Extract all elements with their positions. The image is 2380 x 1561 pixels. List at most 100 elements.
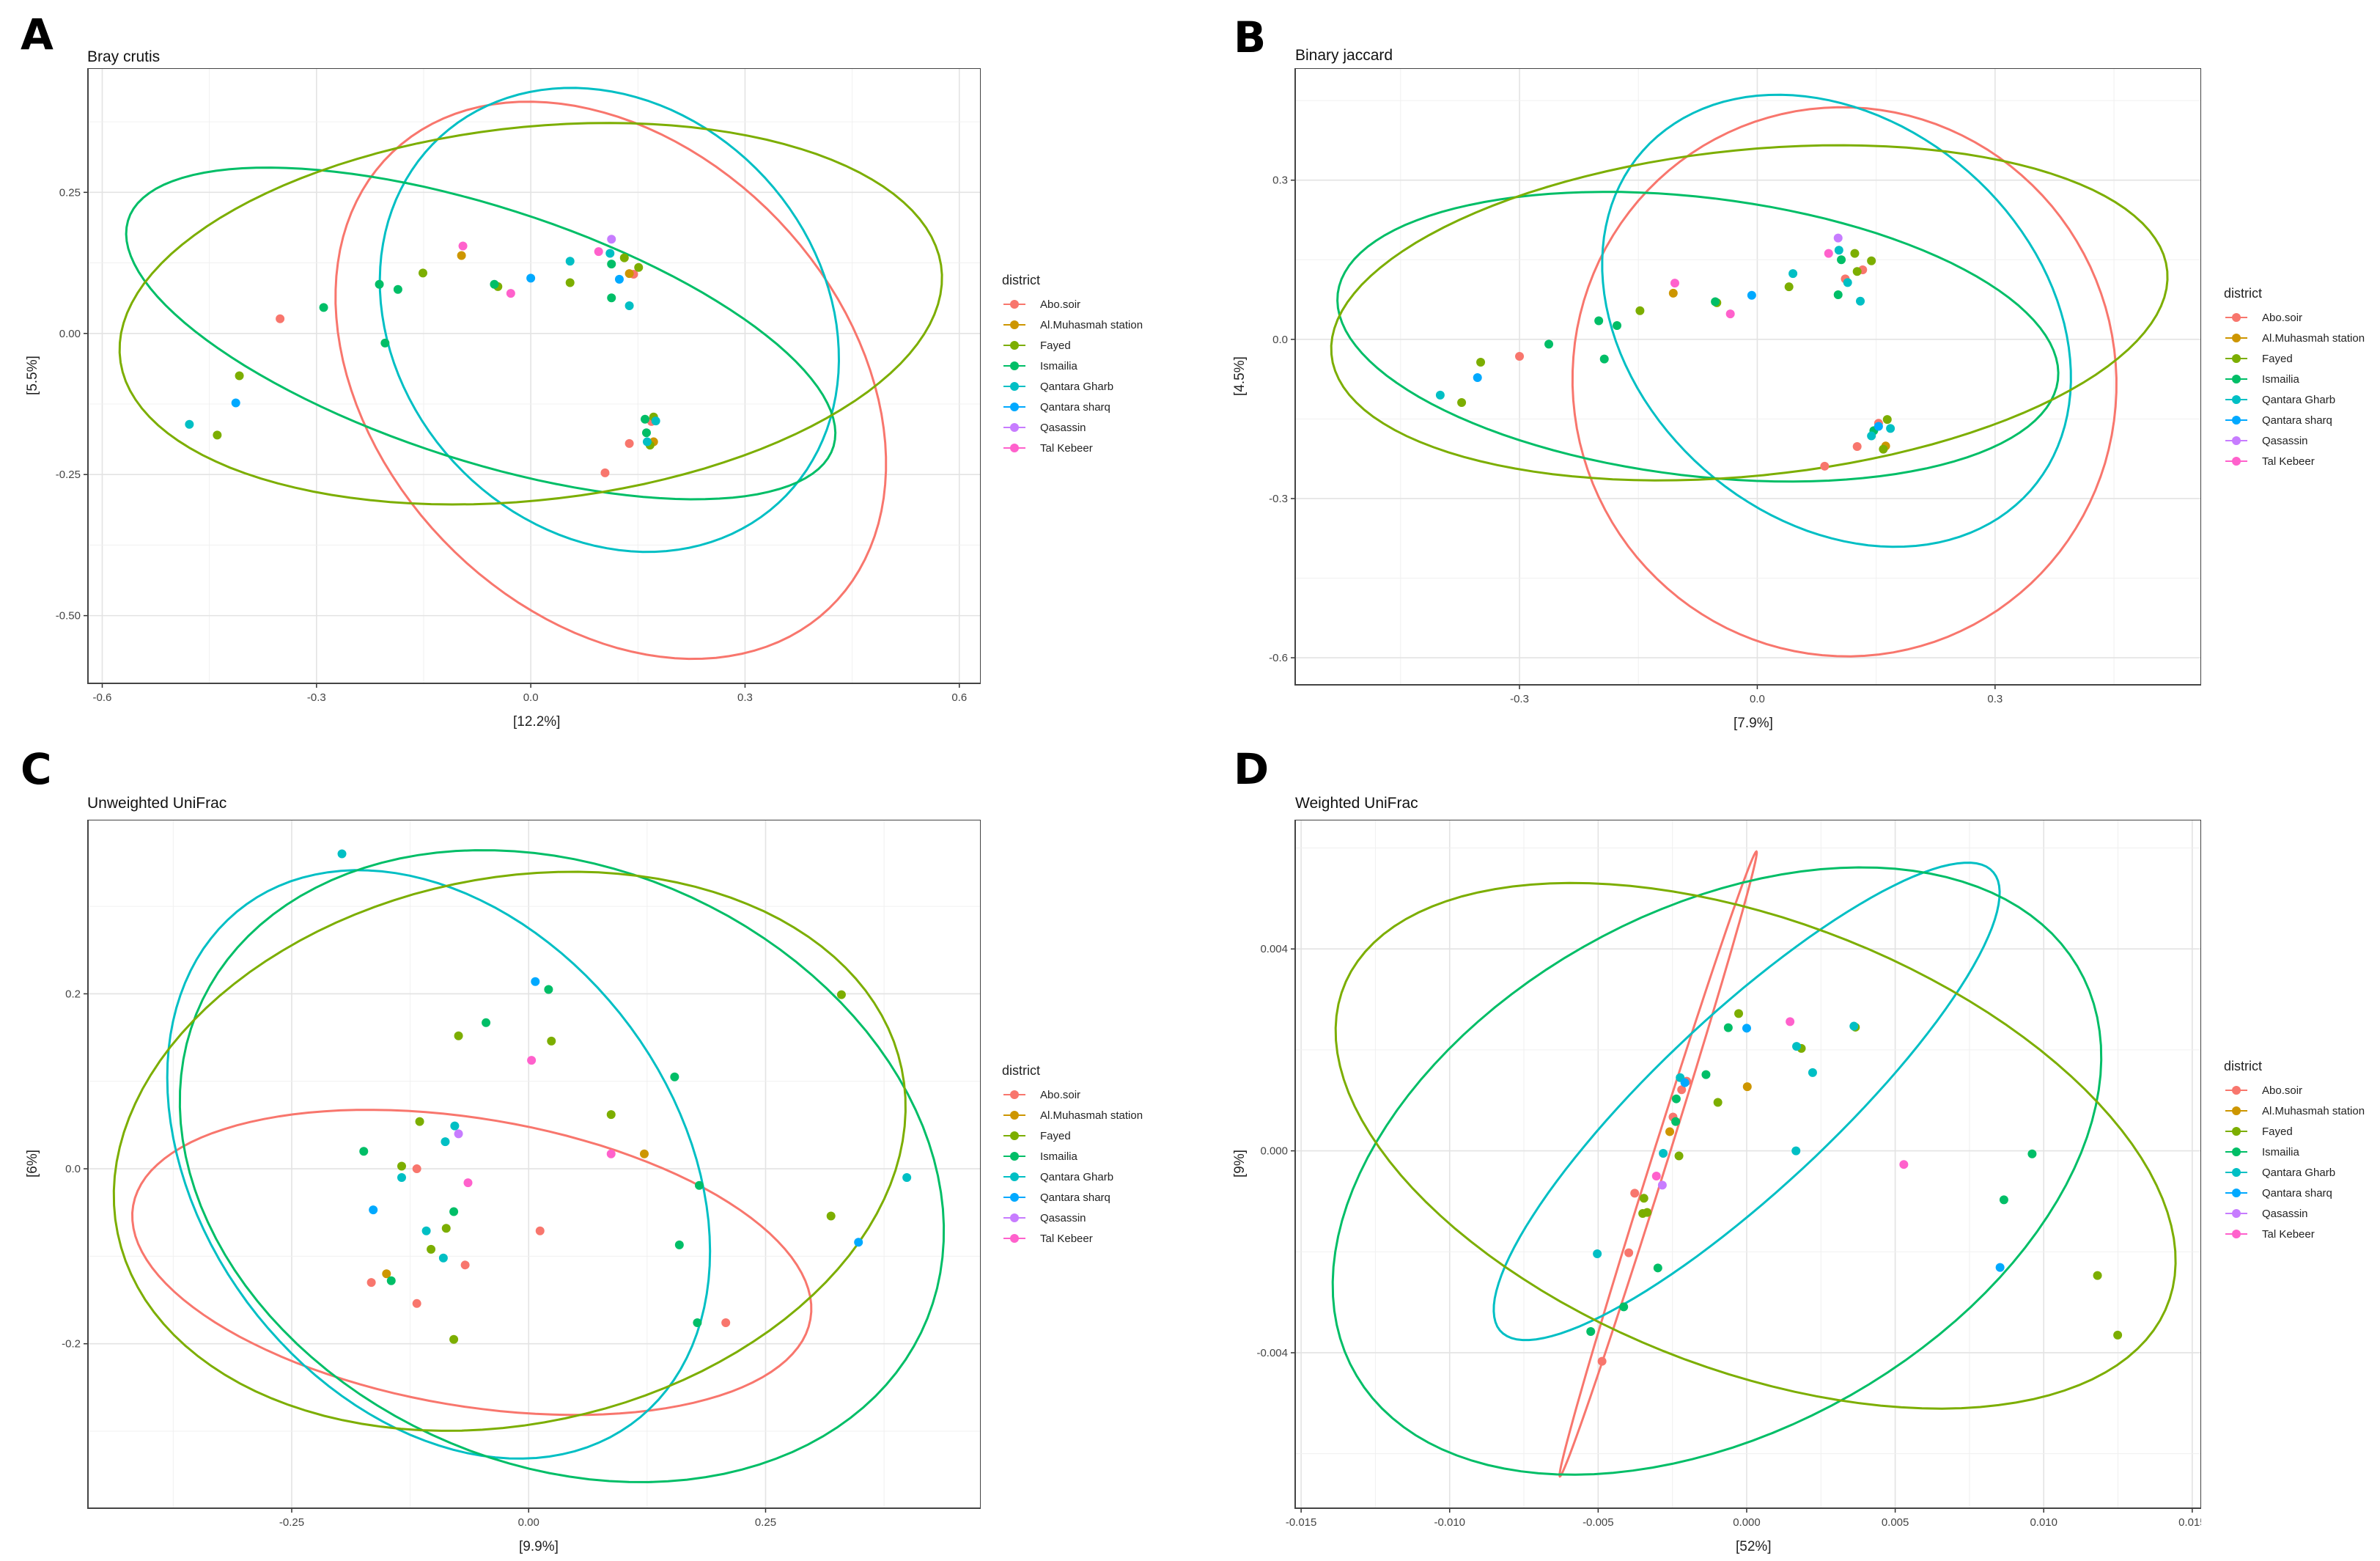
data-point (1999, 1195, 2008, 1205)
data-point (670, 1072, 679, 1081)
x-tick-label: -0.3 (307, 691, 326, 704)
legend-label: Fayed (1040, 1129, 1071, 1142)
y-tick-label: 0.0 (1272, 334, 1288, 346)
data-point (1808, 1068, 1817, 1077)
legend-item: Ismailia (1002, 356, 1143, 376)
legend-label: Abo.soir (2262, 1084, 2303, 1097)
legend-item: Al.Muhasmah station (2224, 328, 2365, 348)
legend-key-icon (2224, 1209, 2249, 1218)
data-point (826, 1211, 836, 1221)
grid (1295, 68, 2201, 685)
data-point (614, 274, 624, 284)
data-point (1619, 1302, 1629, 1312)
data-point (427, 1244, 436, 1254)
legend-key-icon (2224, 395, 2249, 404)
data-point (1791, 1146, 1801, 1156)
data-point (1879, 444, 1888, 454)
legend-title: district (2224, 286, 2263, 301)
data-point (359, 1147, 369, 1156)
x-tick-label: -0.005 (1583, 1516, 1614, 1529)
y-tick-label: 0.25 (59, 186, 81, 199)
legend-item: Abo.soir (2224, 307, 2365, 328)
legend-key-icon (1002, 1172, 1027, 1181)
data-point (1899, 1160, 1909, 1169)
data-point (854, 1238, 863, 1247)
legend-label: Qantara Gharb (1040, 1170, 1114, 1183)
x-tick-label: 0.3 (1987, 693, 2003, 705)
data-point (412, 1164, 421, 1174)
plot-border (87, 68, 981, 684)
data-point (1856, 296, 1865, 306)
data-point (441, 1224, 451, 1233)
data-point (1849, 1021, 1859, 1031)
y-tick-label: 0.00 (59, 328, 81, 340)
data-point (1723, 1023, 1733, 1032)
data-point (607, 293, 616, 303)
legend-item: Fayed (1002, 1125, 1143, 1146)
scatter-plot: -0.6 -0.3 0.0 0.3 0.6 -0.50 -0.25 0.00 0.25 (56, 68, 981, 704)
plot-background (88, 68, 981, 683)
data-layer (112, 849, 946, 1483)
legend-label: Al.Muhasmah station (2262, 331, 2365, 345)
scatter-plot: -0.015 -0.010 -0.005 0.000 0.005 0.010 0.015 -0… (1256, 820, 2201, 1529)
legend-item: Qantara sharq (2224, 1183, 2365, 1203)
data-point (438, 1253, 448, 1263)
data-point (641, 414, 650, 424)
data-point (605, 249, 615, 258)
legend-key-icon (1002, 1213, 1027, 1222)
data-point (1713, 1098, 1723, 1107)
legend-key-icon (2224, 1106, 2249, 1115)
x-tick-label: 0.6 (951, 691, 967, 704)
legend-key-icon (1002, 1090, 1027, 1099)
data-point (1742, 1082, 1752, 1092)
data-point (375, 279, 384, 289)
legend-label: Qantara Gharb (1040, 380, 1114, 393)
plot-border (87, 820, 981, 1509)
legend-item: Qasassin (2224, 430, 2365, 451)
data-point (619, 253, 629, 262)
legend-item: Al.Muhasmah station (1002, 1105, 1143, 1125)
legend-key-icon (1002, 1131, 1027, 1140)
legend-item: Abo.soir (1002, 1084, 1143, 1105)
legend-key-icon (2224, 1168, 2249, 1177)
data-point (2027, 1149, 2037, 1158)
legend-label: Qantara sharq (1040, 400, 1110, 414)
legend-key-icon (1002, 1193, 1027, 1202)
data-point (607, 235, 616, 244)
data-point (1613, 321, 1622, 331)
x-tick-label: 0.010 (2030, 1516, 2057, 1529)
legend-key-icon (1002, 403, 1027, 411)
data-point (1833, 233, 1843, 243)
legend-label: Qantara sharq (2262, 414, 2332, 427)
data-point (600, 468, 610, 477)
legend-label: Tal Kebeer (2262, 455, 2315, 468)
panel-letter: A (21, 10, 54, 59)
data-point (418, 268, 427, 278)
legend-label: Qantara sharq (1040, 1191, 1110, 1204)
data-point (490, 279, 499, 289)
legend-item: Qantara Gharb (1002, 376, 1143, 397)
data-point (565, 278, 575, 287)
data-point (1680, 1078, 1690, 1087)
data-point (535, 1226, 545, 1235)
data-point (1597, 1356, 1607, 1366)
data-point (1599, 354, 1609, 364)
data-point (454, 1129, 463, 1139)
legend-label: Fayed (2262, 1125, 2293, 1138)
data-point (1665, 1127, 1675, 1136)
data-point (694, 1180, 704, 1190)
data-point (607, 260, 616, 269)
legend: district Abo.soir Al.Muhasmah station Fayed… (2224, 1059, 2365, 1244)
legend-label: Qasassin (1040, 1211, 1086, 1224)
data-point (454, 1031, 463, 1040)
ellipse-abo-soir (1571, 106, 2118, 658)
data-point (1435, 390, 1445, 400)
legend-key-icon (1002, 382, 1027, 391)
legend-item: Al.Muhasmah station (2224, 1101, 2365, 1121)
legend-label: Qantara Gharb (2262, 393, 2336, 406)
legend-item: Ismailia (1002, 1146, 1143, 1167)
legend-title: district (1002, 273, 1041, 287)
legend-key-icon (2224, 375, 2249, 383)
data-point (2113, 1330, 2123, 1340)
data-point (231, 398, 240, 408)
